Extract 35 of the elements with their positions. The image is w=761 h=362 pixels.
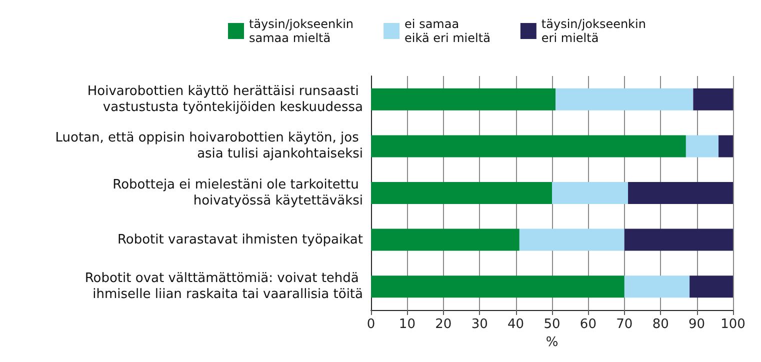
bar <box>371 88 556 110</box>
legend-label: täysin/jokseenkin eri mieltä <box>541 17 646 45</box>
x-tick-label: 0 <box>366 317 376 332</box>
bar <box>371 182 552 204</box>
x-tick-label: 30 <box>471 317 488 332</box>
x-tick-label: 80 <box>652 317 669 332</box>
legend-label: täysin/jokseenkin samaa mieltä <box>249 17 354 45</box>
bar <box>686 135 719 158</box>
x-tick-label: 40 <box>508 317 524 332</box>
bar <box>371 135 686 158</box>
x-tick-label: 70 <box>616 317 633 332</box>
x-tick-label: 60 <box>580 317 596 332</box>
x-axis-title: % <box>546 335 558 350</box>
y-tick-label: Robotit ovat välttämättömiä: voivat tehdä ihmiselle liian raskaita tai vaarallisia töitä <box>84 271 363 302</box>
legend-label: ei samaa eikä eri mieltä <box>404 17 490 45</box>
x-tick-label: 50 <box>544 317 560 332</box>
bar <box>519 228 624 251</box>
y-tick-label: Luotan, että oppisin hoivarobottien käytön, jos asia tulisi ajankohtaiseksi <box>55 130 363 162</box>
x-tick-label: 90 <box>688 317 706 332</box>
bar <box>552 182 628 204</box>
y-tick-label: Robotit varastavat ihmisten työpaikat <box>117 232 363 248</box>
bar <box>556 88 694 110</box>
y-tick-label: Hoivarobottien käyttö herättäisi runsaasti vastustusta työntekijöiden keskuudessa <box>87 84 363 115</box>
y-tick-label: Robotteja ei mielestäni ole tarkoitettu hoivatyössä käytettäväksi <box>112 178 363 208</box>
bar <box>628 182 733 204</box>
x-tick-label: 10 <box>398 317 416 332</box>
x-tick-label: 100 <box>720 317 746 332</box>
bar <box>718 135 733 158</box>
bar <box>371 228 520 251</box>
bar <box>624 228 733 251</box>
bar <box>624 276 690 298</box>
bar <box>371 276 624 298</box>
x-tick-label: 20 <box>435 317 452 332</box>
bar <box>690 276 733 298</box>
bar <box>693 88 733 110</box>
